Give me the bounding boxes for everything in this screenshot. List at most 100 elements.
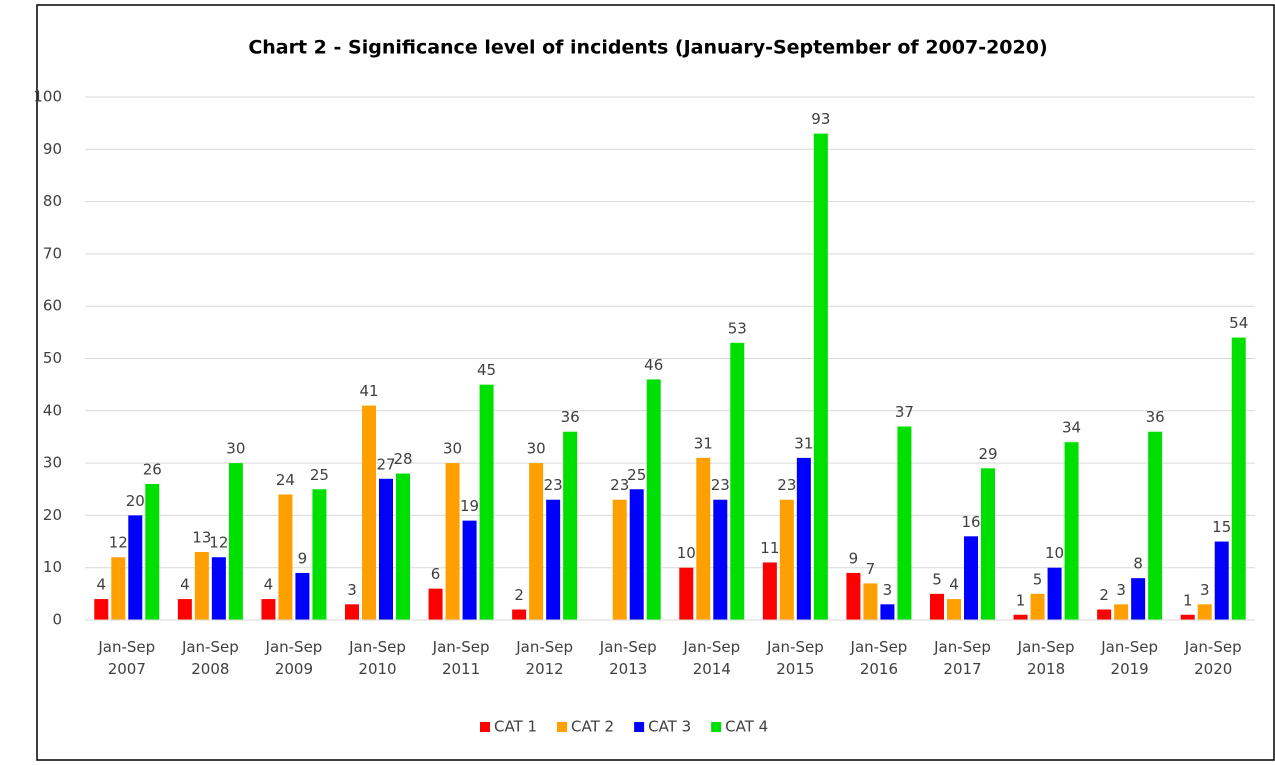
- bar: [713, 499, 728, 620]
- data-label: 5: [932, 570, 942, 588]
- data-label: 10: [1045, 544, 1064, 562]
- data-label: 25: [310, 466, 329, 484]
- data-label: 53: [728, 319, 747, 337]
- bar: [1114, 604, 1129, 620]
- bar: [1131, 578, 1146, 620]
- bar: [1030, 593, 1045, 620]
- bar: [846, 572, 861, 620]
- legend-swatch: [711, 722, 722, 732]
- data-label: 9: [849, 549, 859, 567]
- legend-label: CAT 1: [494, 718, 537, 736]
- bar: [964, 536, 978, 620]
- bar: [563, 431, 578, 620]
- data-label: 7: [866, 560, 876, 578]
- data-label: 8: [1133, 555, 1143, 573]
- data-label: 6: [431, 565, 441, 583]
- chart-title: Chart 2 - Significance level of incident…: [248, 37, 1047, 59]
- bar: [295, 572, 310, 620]
- x-tick-label: Jan-Sep 2018: [1017, 638, 1075, 678]
- data-label: 27: [376, 455, 395, 473]
- bar: [177, 599, 192, 620]
- bar: [1231, 337, 1246, 620]
- bar: [345, 604, 359, 620]
- data-label: 16: [961, 513, 980, 531]
- x-tick-label: Jan-Sep 2011: [432, 638, 490, 678]
- y-tick-label: 80: [43, 192, 62, 210]
- bar: [646, 379, 661, 620]
- bar: [379, 478, 393, 620]
- bar: [947, 599, 961, 620]
- data-label: 3: [1200, 581, 1210, 599]
- bar: [612, 499, 627, 620]
- bar: [730, 342, 745, 620]
- y-tick-label: 100: [33, 88, 62, 106]
- bar: [1013, 614, 1028, 620]
- bar: [981, 468, 995, 620]
- data-label: 2: [1099, 586, 1109, 604]
- data-label: 23: [610, 476, 629, 494]
- bar: [529, 463, 544, 620]
- y-tick-label: 90: [43, 140, 62, 158]
- bar: [1047, 567, 1062, 620]
- data-label: 4: [949, 576, 959, 594]
- x-tick-label: Jan-Sep 2014: [682, 638, 740, 678]
- legend-swatch: [634, 722, 645, 732]
- data-label: 28: [393, 450, 412, 468]
- bar: [261, 599, 276, 620]
- bar: [228, 463, 243, 620]
- data-label: 3: [883, 581, 893, 599]
- x-tick-label: Jan-Sep 2009: [265, 638, 323, 678]
- data-label: 36: [1146, 408, 1165, 426]
- data-label: 25: [627, 466, 646, 484]
- data-label: 93: [811, 110, 830, 128]
- y-tick-label: 30: [43, 454, 62, 472]
- data-label: 1: [1183, 591, 1193, 609]
- data-label: 10: [677, 544, 696, 562]
- bar: [396, 473, 410, 620]
- x-tick-label: Jan-Sep 2017: [933, 638, 991, 678]
- data-label: 23: [711, 476, 730, 494]
- bar: [1097, 609, 1112, 620]
- bar: [679, 567, 694, 620]
- x-tick-label: Jan-Sep 2020: [1184, 638, 1242, 678]
- data-label: 1: [1016, 591, 1026, 609]
- bar: [428, 588, 443, 620]
- data-label: 13: [192, 529, 211, 547]
- bar: [462, 520, 477, 620]
- bar: [863, 583, 878, 620]
- bar: [796, 457, 811, 620]
- data-label: 31: [694, 434, 713, 452]
- legend-label: CAT 4: [725, 718, 768, 736]
- bar: [1064, 442, 1079, 620]
- legend-swatch: [557, 722, 568, 732]
- data-label: 41: [359, 382, 378, 400]
- data-label: 3: [347, 581, 357, 599]
- bar: [94, 599, 109, 620]
- bar: [145, 484, 160, 620]
- bar: [930, 593, 944, 620]
- data-label: 54: [1229, 314, 1248, 332]
- bar: [813, 133, 828, 621]
- y-tick-label: 70: [43, 244, 62, 262]
- data-label: 36: [561, 408, 580, 426]
- x-tick-label: Jan-Sep 2013: [599, 638, 657, 678]
- x-tick-label: Jan-Sep 2016: [850, 638, 908, 678]
- data-label: 26: [143, 461, 162, 479]
- bar: [194, 552, 209, 620]
- data-label: 19: [460, 497, 479, 515]
- data-label: 23: [777, 476, 796, 494]
- data-label: 30: [443, 440, 462, 458]
- y-tick-label: 50: [43, 349, 62, 367]
- x-tick-label: Jan-Sep 2015: [766, 638, 824, 678]
- bar: [762, 562, 777, 620]
- bar: [128, 515, 143, 620]
- data-label: 24: [276, 471, 295, 489]
- bar: [111, 557, 126, 620]
- data-label: 34: [1062, 419, 1081, 437]
- data-label: 37: [895, 403, 914, 421]
- data-label: 5: [1033, 570, 1043, 588]
- data-label: 20: [126, 492, 145, 510]
- data-label: 29: [978, 445, 997, 463]
- y-tick-label: 60: [43, 297, 62, 315]
